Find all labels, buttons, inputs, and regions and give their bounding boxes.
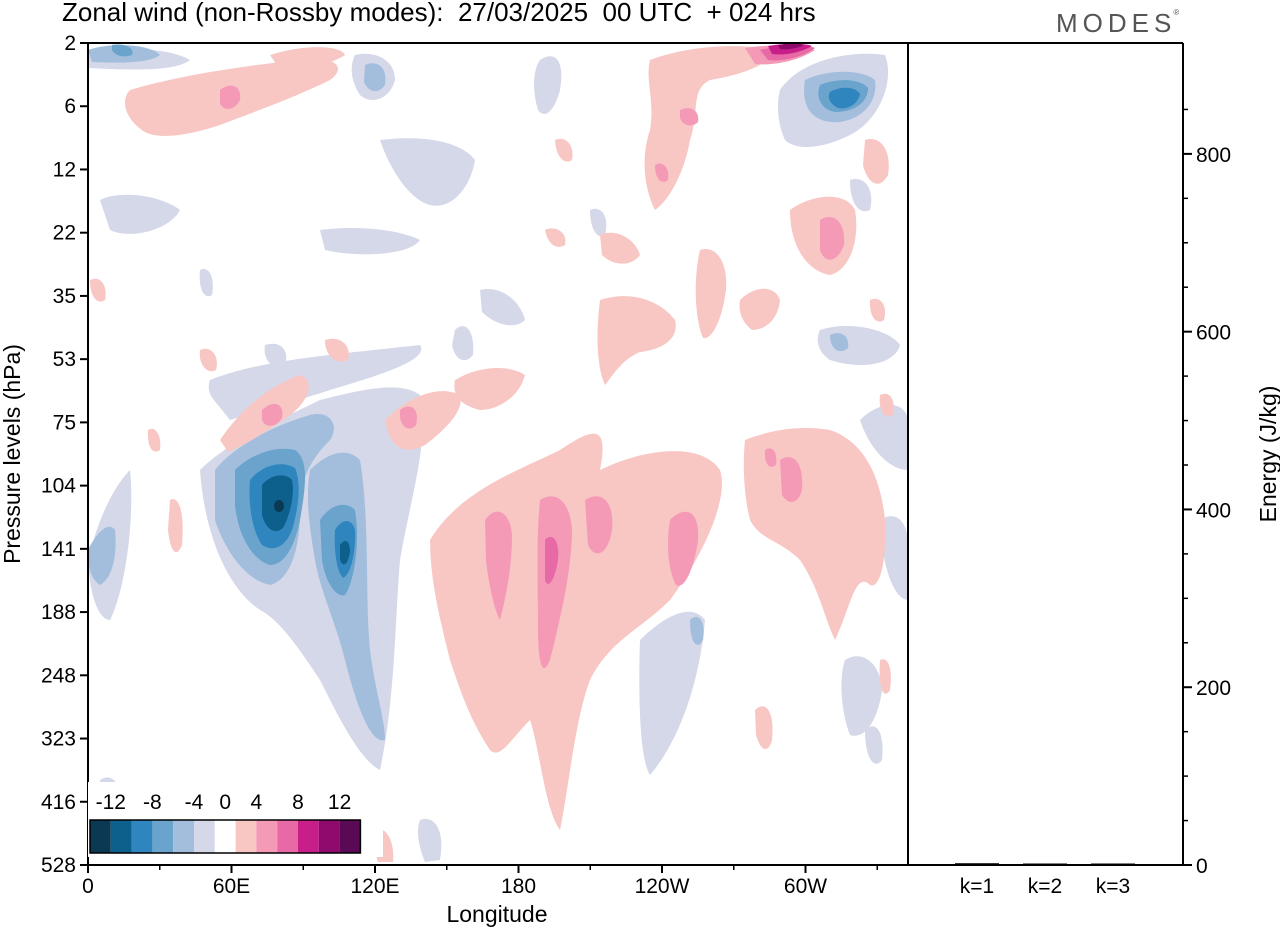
y-tick-label: 188 bbox=[41, 601, 76, 624]
contour-field bbox=[88, 43, 908, 862]
contour-neg14 bbox=[274, 500, 284, 512]
y-tick-label: 2 bbox=[64, 32, 76, 55]
y-tick-label: 53 bbox=[53, 348, 76, 371]
y-tick-label: 416 bbox=[41, 791, 76, 814]
colorbar-label: 4 bbox=[251, 791, 263, 814]
colorbar-swatch bbox=[214, 820, 236, 853]
x-tick-label: 120W bbox=[635, 875, 690, 898]
colorbar-swatch bbox=[110, 820, 132, 853]
energy-category-label: k=2 bbox=[1028, 875, 1062, 898]
colorbar-swatch bbox=[173, 820, 194, 853]
y-tick-label: 104 bbox=[41, 475, 76, 498]
colorbar-swatch bbox=[131, 820, 153, 853]
contour-pos10 bbox=[778, 43, 804, 50]
energy-bar bbox=[1023, 863, 1067, 865]
y-tick-label: 528 bbox=[41, 854, 76, 877]
colorbar-label: -12 bbox=[96, 791, 126, 814]
colorbar: -12 -8 -4 0 4 8 12 bbox=[88, 782, 383, 857]
colorbar-swatch bbox=[339, 820, 361, 853]
x-tick-label: 180 bbox=[501, 875, 536, 898]
energy-tick-label: 600 bbox=[1196, 322, 1231, 345]
colorbar-label: -4 bbox=[185, 791, 204, 814]
colorbar-swatch bbox=[152, 820, 174, 853]
colorbar-label: -8 bbox=[143, 791, 162, 814]
energy-tick-label: 0 bbox=[1196, 855, 1208, 878]
colorbar-swatch bbox=[318, 820, 340, 853]
energy-bar bbox=[955, 863, 999, 865]
modes-logo: MODES® bbox=[1056, 8, 1179, 39]
y-tick-label: 75 bbox=[53, 411, 76, 434]
y-tick-label: 6 bbox=[64, 95, 76, 118]
colorbar-swatch bbox=[90, 820, 111, 853]
y-tick-label: 141 bbox=[41, 538, 76, 561]
y-tick-label: 35 bbox=[53, 285, 76, 308]
energy-tick-label: 800 bbox=[1196, 144, 1231, 167]
energy-bars: k=1 k=2 k=3 bbox=[955, 863, 1135, 898]
y-tick-label: 323 bbox=[41, 728, 76, 751]
x-tick-label: 120E bbox=[350, 875, 399, 898]
y-axis-title: Pressure levels (hPa) bbox=[0, 344, 25, 564]
energy-category-label: k=3 bbox=[1096, 875, 1130, 898]
chart-title: Zonal wind (non-Rossby modes): 27/03/202… bbox=[62, 0, 816, 27]
colorbar-swatch bbox=[277, 820, 298, 853]
x-tick-label: 60E bbox=[213, 875, 250, 898]
colorbar-label: 0 bbox=[219, 791, 231, 814]
energy-tick-label: 200 bbox=[1196, 677, 1231, 700]
x-axis: 0 60E 120E 180 120W 60W bbox=[82, 865, 878, 898]
colorbar-swatch bbox=[194, 820, 215, 853]
y-tick-label: 248 bbox=[41, 664, 76, 687]
y-tick-label: 22 bbox=[53, 222, 76, 245]
energy-bar bbox=[1091, 863, 1135, 865]
colorbar-swatch bbox=[256, 820, 278, 853]
energy-axis-title: Energy (J/kg) bbox=[1255, 386, 1280, 523]
y-axis: 2 6 12 22 35 53 75 104 141 188 248 323 416 528 bbox=[41, 32, 88, 877]
registered-mark: ® bbox=[1173, 8, 1180, 17]
colorbar-swatch bbox=[235, 820, 257, 853]
colorbar-frame bbox=[89, 819, 362, 854]
energy-tick-label: 400 bbox=[1196, 499, 1231, 522]
energy-category-label: k=1 bbox=[960, 875, 994, 898]
plot-frame bbox=[87, 42, 909, 866]
contour-pos4 bbox=[220, 45, 845, 669]
x-axis-title: Longitude bbox=[446, 901, 547, 927]
y-tick-label: 12 bbox=[53, 158, 76, 181]
logo-text: MODES bbox=[1056, 8, 1177, 38]
x-tick-label: 0 bbox=[82, 875, 94, 898]
colorbar-label: 8 bbox=[292, 791, 304, 814]
x-tick-label: 60W bbox=[784, 875, 827, 898]
energy-axis: 0 200 400 600 800 bbox=[1183, 108, 1231, 878]
colorbar-swatch bbox=[298, 820, 319, 853]
colorbar-label: 12 bbox=[328, 791, 351, 814]
